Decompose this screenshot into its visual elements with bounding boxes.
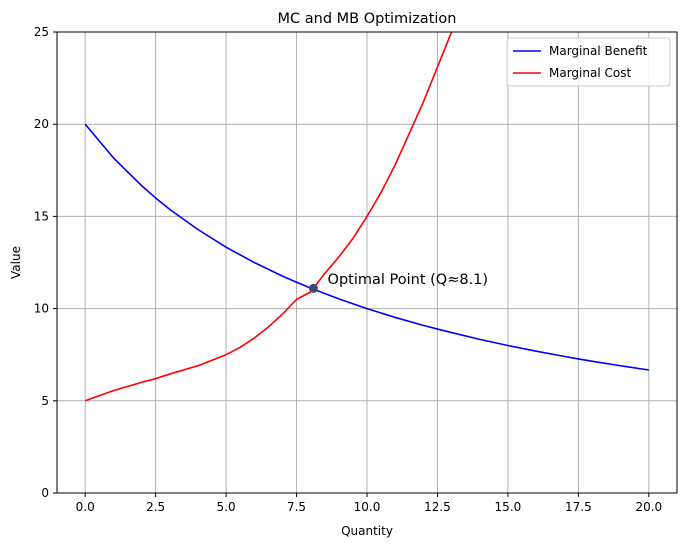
x-tick-label: 15.0 <box>495 500 522 514</box>
series-layer <box>84 32 649 402</box>
y-tick-label: 0 <box>41 486 49 500</box>
series-line-marginal-cost <box>84 32 453 402</box>
x-axis-title: Quantity <box>341 524 393 538</box>
x-tick-label: 12.5 <box>424 500 451 514</box>
y-tick-label: 10 <box>34 302 49 316</box>
ticks: 0.0 2.5 5.0 7.5 10.0 12.5 15.0 17.5 20.0 0 5 10 15 20… <box>34 25 662 514</box>
legend-label: Marginal Benefit <box>549 44 648 58</box>
grid <box>57 31 677 494</box>
y-tick-label: 5 <box>41 394 49 408</box>
legend: Marginal Benefit Marginal Cost <box>506 37 671 87</box>
x-tick-label: 2.5 <box>146 500 165 514</box>
legend-box <box>506 37 671 87</box>
y-tick-label: 20 <box>34 117 49 131</box>
x-tick-label: 17.5 <box>565 500 592 514</box>
x-tick-label: 5.0 <box>217 500 236 514</box>
series-line-marginal-benefit <box>84 123 649 371</box>
y-tick-label: 25 <box>34 25 49 39</box>
y-axis-title: Value <box>9 246 23 279</box>
x-tick-label: 7.5 <box>287 500 306 514</box>
chart-title: MC and MB Optimization <box>278 11 457 27</box>
optimal-point-annotation: Optimal Point (Q≈8.1) <box>328 272 489 288</box>
x-tick-label: 0.0 <box>76 500 95 514</box>
legend-label: Marginal Cost <box>549 66 631 80</box>
x-tick-label: 10.0 <box>354 500 381 514</box>
y-tick-label: 15 <box>34 209 49 223</box>
x-tick-label: 20.0 <box>635 500 662 514</box>
optimal-point-marker <box>308 283 318 293</box>
